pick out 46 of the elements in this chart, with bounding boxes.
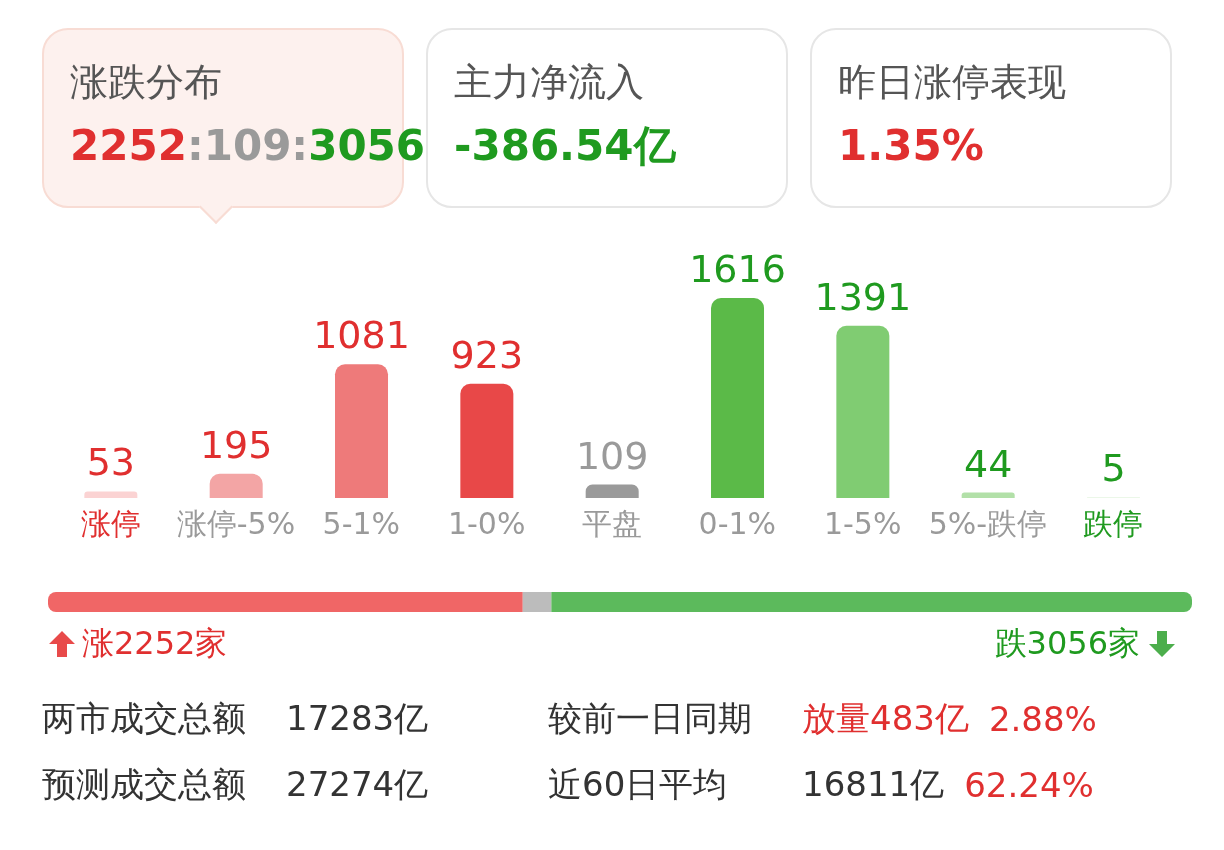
- data-label: 923: [450, 332, 524, 377]
- text: 涨跌分布: [70, 60, 223, 104]
- text: 3056: [308, 121, 426, 170]
- text: 两市成交总额: [42, 697, 247, 740]
- bar: [209, 473, 263, 498]
- x-tick-label: 5%-跌停: [928, 506, 1048, 541]
- x-tick-label: 涨停-5%: [176, 506, 296, 541]
- data-label: 5: [1101, 446, 1126, 491]
- bar: [84, 491, 138, 498]
- data-label: 1391: [814, 274, 912, 319]
- data-label: 1081: [313, 313, 410, 358]
- x-tick-label: 5-1%: [322, 506, 401, 541]
- data-label: 53: [86, 440, 136, 485]
- text: 27274亿: [286, 763, 430, 806]
- text: 近60日平均: [548, 763, 729, 806]
- bar: [460, 383, 514, 498]
- text: :109:: [186, 121, 309, 170]
- x-tick-label: 0-1%: [698, 506, 777, 541]
- x-tick-label: 1-0%: [447, 506, 526, 541]
- text: 2252: [70, 121, 187, 170]
- bar: [585, 484, 639, 498]
- bar: [836, 325, 890, 498]
- text: 涨2252家: [81, 623, 228, 664]
- bar: [335, 364, 389, 498]
- x-tick-label: 平盘: [582, 506, 642, 541]
- data-label: 1616: [689, 247, 786, 291]
- text: 较前一日同期: [548, 697, 753, 740]
- text: -386.54亿: [454, 121, 676, 170]
- bar: [711, 298, 765, 498]
- x-tick-label: 涨停: [80, 506, 141, 541]
- text: 17283亿: [286, 697, 430, 740]
- text: 1.35%: [838, 121, 984, 170]
- data-label: 109: [575, 433, 649, 478]
- x-tick-label: 1-5%: [823, 506, 902, 541]
- text: 16811亿: [802, 763, 945, 806]
- text: 预测成交总额: [42, 763, 247, 806]
- text: 昨日涨停表现: [838, 60, 1067, 104]
- text: 跌3056家: [994, 623, 1141, 664]
- data-label: 195: [199, 422, 273, 467]
- text: 2.88%: [988, 699, 1097, 739]
- text: 放量483亿: [802, 697, 969, 740]
- x-tick-label: 跌停: [1083, 506, 1144, 541]
- bar: [961, 492, 1015, 498]
- data-label: 44: [964, 441, 1013, 486]
- text: 主力净流入: [454, 60, 645, 104]
- text: 62.24%: [964, 765, 1094, 805]
